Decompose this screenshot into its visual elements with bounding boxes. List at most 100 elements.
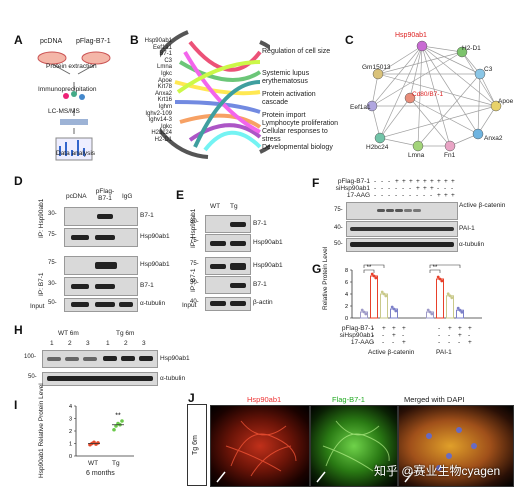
g-point: [374, 276, 378, 280]
protein-label: Krt16: [157, 97, 172, 104]
g-point: [364, 312, 368, 316]
sign-cell: -: [402, 192, 405, 199]
sign-cell: +: [444, 178, 448, 185]
sign-cell: +: [402, 178, 406, 185]
node-fn1: Fn1: [444, 152, 456, 159]
sign-cell: -: [374, 192, 377, 199]
term-label: Regulation of cell size: [262, 48, 331, 55]
g-point: [456, 306, 460, 310]
protein-label: H2bc24: [151, 130, 172, 137]
g-bar: [370, 275, 378, 319]
g-point: [384, 294, 388, 298]
lane-number: 2: [124, 340, 128, 347]
row-ip-hsp90: IP: Hsp90ab1: [38, 198, 45, 238]
mw-marker: 75-: [190, 238, 199, 244]
sign-cell: -: [372, 332, 375, 339]
blot-f3: [346, 238, 458, 252]
band-label: B7-1: [140, 282, 154, 289]
sign-cell: +: [409, 178, 413, 185]
sign-cell: -: [444, 185, 447, 192]
panel-i-ylabel: Hsp90ab1 Relative Protein Level: [38, 383, 45, 478]
group-label: WT 6m: [58, 330, 79, 337]
sign-cell: -: [402, 185, 405, 192]
g-point: [382, 292, 386, 296]
node-lmna: Lmna: [408, 152, 425, 159]
sign-cell: -: [395, 185, 398, 192]
merged-channel-texture: [404, 427, 477, 483]
g-point: [372, 274, 376, 278]
g-point: [430, 312, 434, 316]
row-ip-b71: IP: B7-1: [38, 272, 45, 296]
blot-d5: [64, 298, 138, 312]
protein-label: Ighv14-3: [148, 117, 172, 124]
panel-f-conditions: pFlag-B7-1 siHsp90ab1 17-AAG: [330, 178, 370, 199]
image-merged: [398, 405, 514, 487]
sign-cell: -: [437, 185, 440, 192]
g-tick-label: 0: [345, 316, 348, 322]
blot-d1: [64, 207, 138, 226]
protein-label: Ighv2-109: [145, 110, 172, 117]
step-data-analysis: Data analysis: [56, 150, 96, 157]
panel-i-label: I: [14, 398, 18, 412]
node-h2d1: H2-D1: [462, 45, 481, 52]
panel-g-sign-grid: - + + + - + + + - - + - - - + - - - - + - - - +: [352, 325, 492, 349]
node-anxa2: Anxa2: [484, 135, 503, 142]
band-label: Hsp90ab1: [253, 262, 283, 269]
sign-cell: -: [438, 332, 441, 339]
i-point: [112, 427, 116, 432]
protein-label: B7-1: [159, 51, 172, 58]
row-input-e: Input: [182, 302, 197, 309]
panel-c-label: C: [345, 33, 354, 47]
blot-d4: [64, 277, 138, 296]
node-apoe: Apoe: [498, 98, 514, 105]
mw-marker: 75-: [48, 260, 57, 266]
panel-a-pcdna: pcDNA: [40, 38, 63, 45]
g-point: [390, 305, 394, 309]
sign-cell: -: [468, 332, 471, 339]
panel-b-label: B: [130, 33, 139, 47]
sign-cell: -: [458, 339, 461, 346]
category-label: WT: [88, 460, 99, 467]
sign-cell: -: [392, 339, 395, 346]
merged-title-text: Merged with DAPI: [404, 395, 465, 404]
sign-cell: -: [448, 332, 451, 339]
protein-label: Igkc: [160, 70, 172, 77]
condition-label: 17-AAG: [346, 192, 370, 200]
sign-cell: +: [416, 185, 420, 192]
sign-cell: +: [468, 325, 472, 332]
blot-d2: [64, 228, 138, 247]
term-label: Cellular responses to stress: [262, 128, 328, 144]
mw-marker: 75-: [190, 261, 199, 267]
g-point: [446, 292, 450, 296]
i-point: [96, 441, 100, 445]
sign-cell: +: [458, 332, 462, 339]
mw-marker: 100-: [24, 354, 37, 360]
lane-number: 1: [50, 340, 54, 347]
sign-cell: -: [409, 185, 412, 192]
panel-i-scatter-chart: 0 1 2 3 4 **: [69, 404, 134, 460]
panel-i-xlabel: 6 months: [86, 470, 115, 477]
mw-marker: 50-: [48, 300, 57, 306]
sign-cell: -: [374, 185, 377, 192]
node-hsp90ab1: Hsp90ab1: [395, 32, 427, 39]
i-tick-label: 2: [69, 429, 72, 435]
protein-label: Krt78: [157, 84, 172, 91]
sign-cell: +: [395, 178, 399, 185]
mw-marker: 75-: [334, 207, 343, 213]
node-h2bc24: H2bc24: [366, 144, 389, 151]
g-bar: [380, 293, 388, 319]
lane-number: 1: [106, 340, 110, 347]
sign-cell: +: [437, 192, 441, 199]
g-point: [362, 310, 366, 314]
i-point: [120, 419, 124, 423]
mw-marker: 40-: [190, 299, 199, 305]
g-tick-label: 8: [345, 268, 348, 274]
i-tick-label: 1: [69, 442, 72, 448]
condition-label: pFlag-B7-1: [341, 325, 374, 332]
blot-d3: [64, 256, 138, 275]
term-label: Systemic lupus erythematosus: [262, 70, 310, 86]
sign-cell: +: [444, 192, 448, 199]
g-sig-label: **: [367, 265, 372, 271]
blot-f1: [346, 202, 458, 220]
